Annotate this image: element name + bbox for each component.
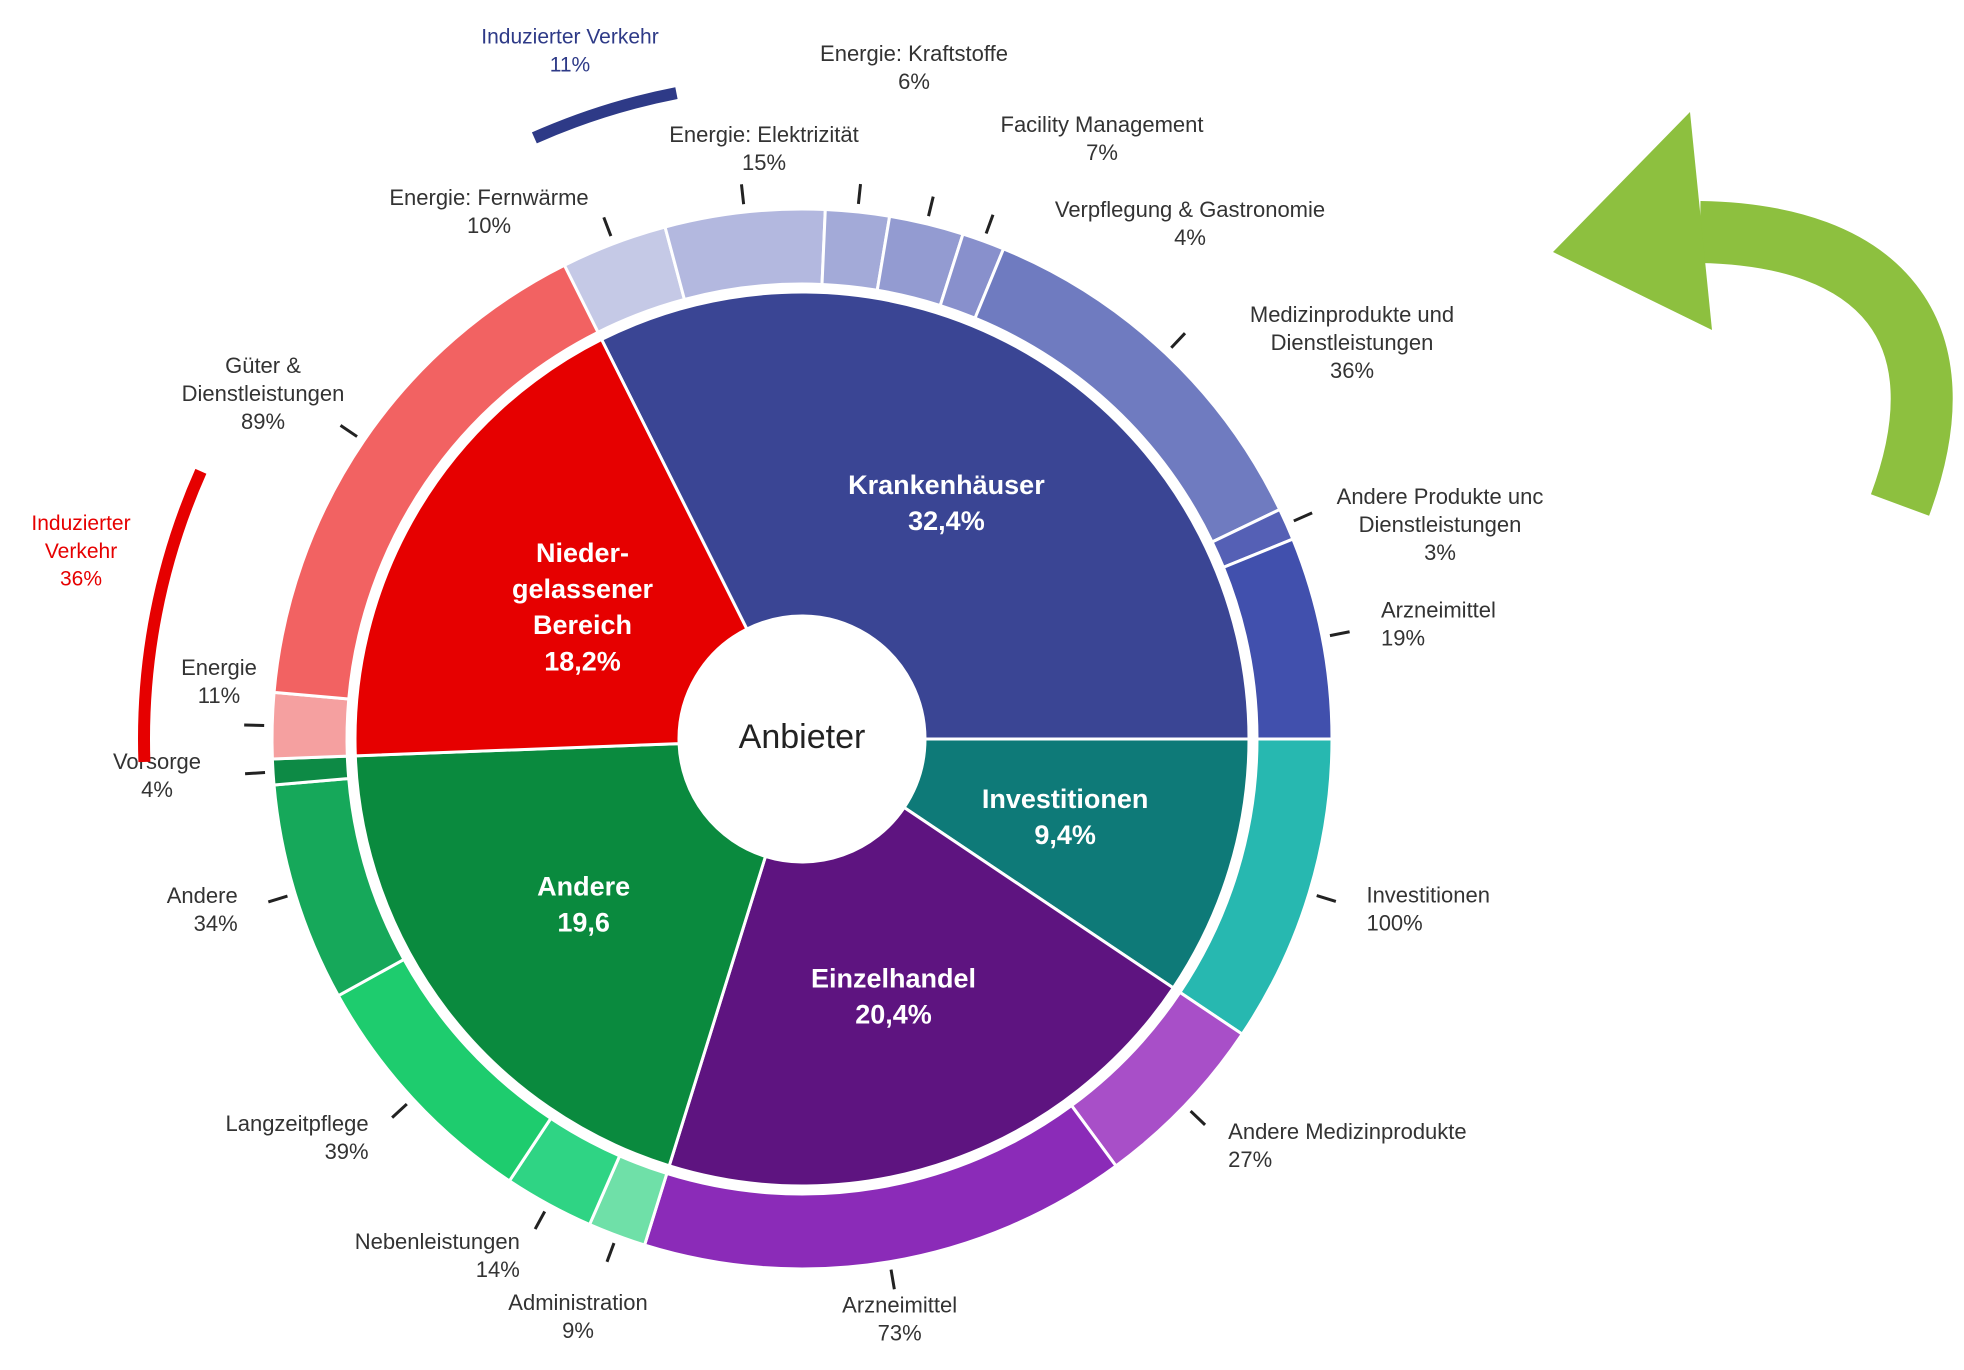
- outer-value-label: 3%: [1424, 540, 1456, 565]
- outer-value-label: 14%: [476, 1257, 520, 1282]
- outer-label: Vorsorge: [113, 749, 201, 774]
- leader-line: [607, 1243, 614, 1262]
- outer-segment: [272, 756, 348, 785]
- outer-value-label: 9%: [562, 1318, 594, 1343]
- outer-label: Andere: [167, 883, 238, 908]
- leader-line: [245, 773, 265, 774]
- outer-value-label: 100%: [1366, 911, 1422, 936]
- outer-label: Energie: Elektrizität: [669, 122, 859, 147]
- inner-value-label: 19,6: [557, 907, 610, 937]
- leader-line: [392, 1104, 407, 1118]
- outer-value-label: 19%: [1381, 625, 1425, 650]
- leader-line: [604, 217, 611, 236]
- outer-value-label: 15%: [742, 150, 786, 175]
- outer-value-label: 27%: [1228, 1147, 1272, 1172]
- annotation-label: Induzierter Verkehr: [481, 26, 658, 49]
- leader-line: [858, 184, 860, 204]
- leader-line: [535, 1211, 545, 1229]
- arrow-head: [1553, 112, 1712, 330]
- outer-label: Facility Management: [1001, 112, 1204, 137]
- inner-value-label: 9,4%: [1034, 820, 1096, 850]
- annotation-value-label: 36%: [60, 568, 102, 591]
- leader-line: [891, 1270, 894, 1290]
- leader-line: [986, 215, 993, 234]
- outer-value-label: 39%: [325, 1139, 369, 1164]
- outer-value-label: 6%: [898, 69, 930, 94]
- leader-line: [244, 725, 264, 726]
- outer-label: Verpflegung & Gastronomie: [1055, 197, 1325, 222]
- leader-line: [929, 197, 934, 216]
- outer-value-label: 34%: [194, 911, 238, 936]
- annotation-arc: [534, 93, 676, 138]
- outer-label: Energie: Kraftstoffe: [820, 41, 1008, 66]
- inner-label: Krankenhäuser: [848, 470, 1045, 500]
- inner-value-label: 32,4%: [908, 506, 985, 536]
- outer-label: Nebenleistungen: [355, 1229, 520, 1254]
- outer-label: Güter &Dienstleistungen: [182, 353, 345, 406]
- outer-segment: [665, 209, 825, 299]
- outer-label: Arzneimittel: [1381, 597, 1496, 622]
- inner-value-label: 20,4%: [855, 999, 932, 1029]
- annotation-arc: [144, 471, 201, 762]
- inner-label: Andere: [537, 871, 630, 901]
- chart: Energie: Fernwärme 10% Energie: Elektrizit…: [0, 0, 1964, 1370]
- outer-value-label: 36%: [1330, 358, 1374, 383]
- leader-line: [1294, 513, 1312, 521]
- annotation-value-label: 11%: [550, 54, 590, 77]
- outer-segment: [272, 692, 349, 759]
- outer-value-label: 10%: [467, 213, 511, 238]
- leader-line: [741, 184, 743, 204]
- outer-value-label: 7%: [1086, 140, 1118, 165]
- outer-value-label: 4%: [1174, 225, 1206, 250]
- leader-line: [1330, 632, 1350, 636]
- leader-line: [1191, 1111, 1205, 1125]
- arrow: [1553, 112, 1922, 505]
- leader-line: [341, 425, 358, 436]
- outer-value-label: 11%: [198, 683, 240, 708]
- arrow-shaft: [1700, 232, 1922, 505]
- inner-label: Einzelhandel: [811, 963, 976, 993]
- outer-label: Andere Medizinprodukte: [1228, 1119, 1466, 1144]
- outer-label: Energie: Fernwärme: [389, 185, 588, 210]
- outer-label: Administration: [508, 1290, 647, 1315]
- outer-label: Arzneimittel: [842, 1293, 957, 1318]
- outer-label: Langzeitpflege: [225, 1111, 368, 1136]
- leader-line: [268, 896, 287, 902]
- center-label: Anbieter: [739, 718, 866, 756]
- outer-label: Energie: [181, 655, 257, 680]
- outer-value-label: 4%: [141, 777, 173, 802]
- leader-line: [1317, 896, 1336, 902]
- leader-line: [1171, 333, 1185, 348]
- inner-label: Investitionen: [982, 784, 1149, 814]
- outer-value-label: 73%: [878, 1321, 922, 1346]
- outer-label: Investitionen: [1366, 883, 1490, 908]
- inner-value-label: 18,2%: [544, 646, 621, 676]
- outer-value-label: 89%: [241, 409, 285, 434]
